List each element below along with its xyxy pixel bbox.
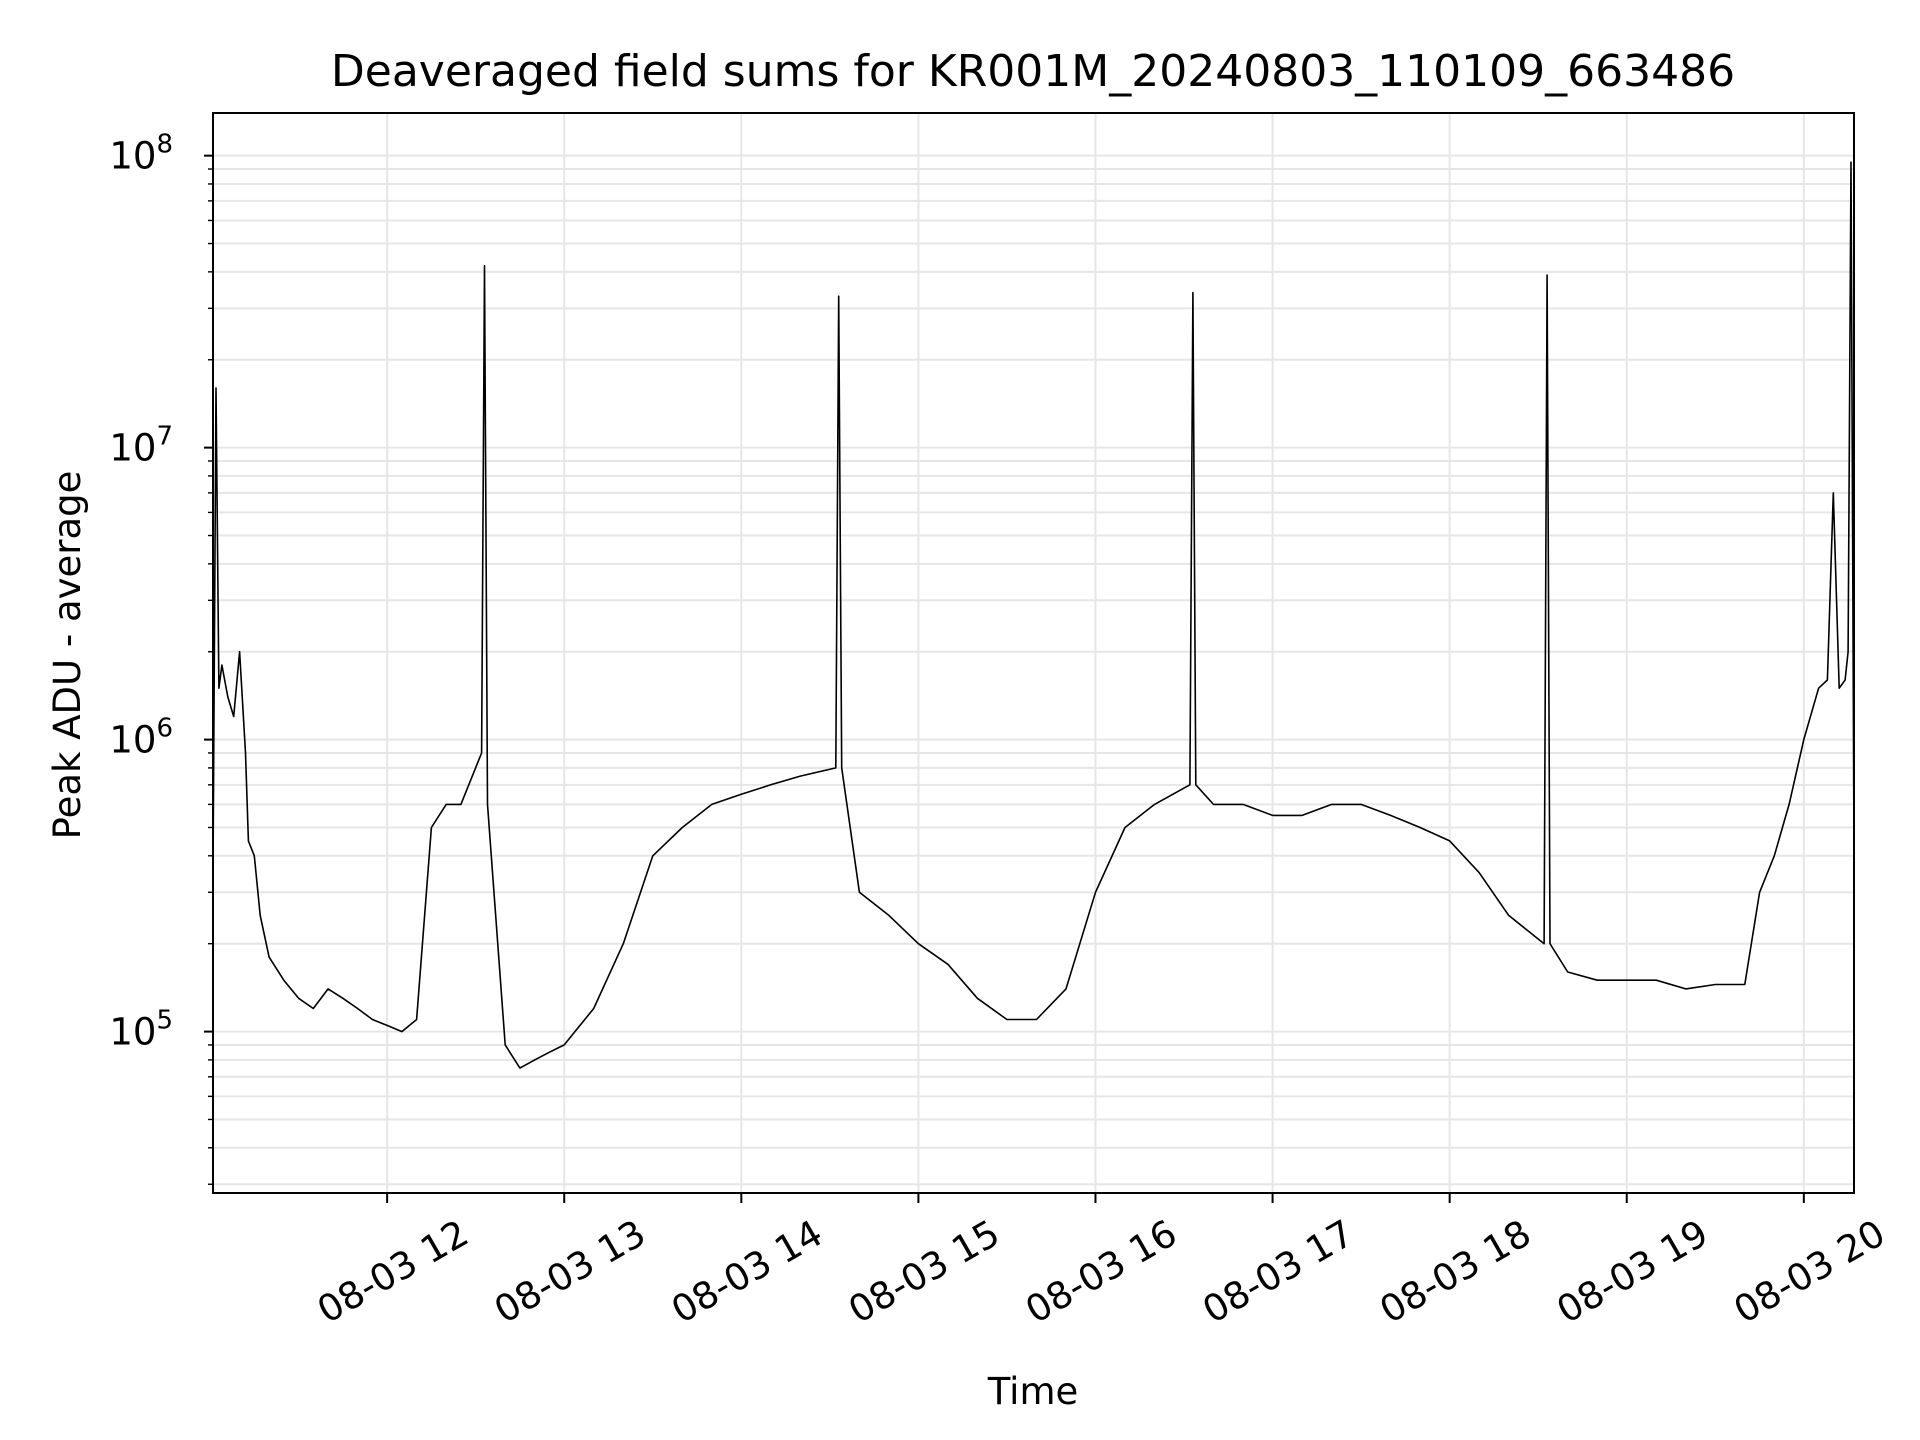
y-tick-label: 107 xyxy=(109,422,173,470)
y-tick-label: 108 xyxy=(109,130,173,178)
y-axis-label: Peak ADU - average xyxy=(46,471,89,840)
x-tick-label: 08-03 13 xyxy=(487,1212,653,1332)
series-line xyxy=(212,161,1855,1069)
x-tick-label: 08-03 16 xyxy=(1018,1212,1184,1332)
x-tick-label: 08-03 18 xyxy=(1373,1212,1539,1332)
x-tick-label: 08-03 19 xyxy=(1550,1212,1716,1332)
y-tick-label: 106 xyxy=(109,714,173,762)
x-tick-label: 08-03 15 xyxy=(841,1212,1007,1332)
x-tick-label: 08-03 14 xyxy=(664,1212,830,1332)
plot-frame xyxy=(212,112,1855,1194)
grid xyxy=(213,113,1854,1193)
x-axis-label: Time xyxy=(987,1370,1079,1413)
y-tick-label: 105 xyxy=(109,1006,173,1054)
x-tick-label: 08-03 20 xyxy=(1727,1212,1893,1332)
chart-title: Deaveraged field sums for KR001M_2024080… xyxy=(331,46,1735,97)
x-tick-label: 08-03 17 xyxy=(1195,1212,1361,1332)
x-tick-label: 08-03 12 xyxy=(310,1212,476,1332)
